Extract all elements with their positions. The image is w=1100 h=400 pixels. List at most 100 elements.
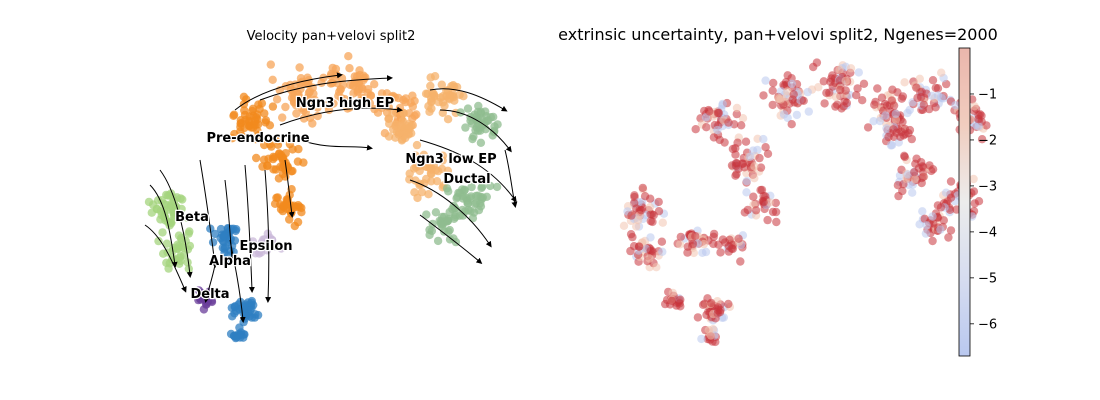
cell-point <box>841 76 850 86</box>
cell-point <box>779 110 789 119</box>
velocity-streamline <box>159 169 193 278</box>
cell-point <box>271 165 281 174</box>
cell-point <box>261 118 270 127</box>
cell-point <box>304 88 314 98</box>
cell-point <box>667 296 677 305</box>
cell-point <box>484 116 493 125</box>
cell-point <box>204 287 214 296</box>
cell-point <box>645 203 655 212</box>
cell-point <box>646 246 655 256</box>
cell-point <box>415 166 424 176</box>
cell-point <box>658 247 667 256</box>
cell-point <box>390 93 400 102</box>
colorbar-tick-label: −3 <box>978 179 997 194</box>
cluster-label-pre-endocrine: Pre-endocrine <box>206 131 309 146</box>
cell-point <box>977 135 987 144</box>
cell-point <box>630 191 639 200</box>
cell-point <box>251 134 261 144</box>
cell-point <box>239 92 249 102</box>
cell-point <box>476 202 486 211</box>
cell-point <box>265 140 275 149</box>
cell-point <box>888 85 897 94</box>
cell-point <box>749 192 758 201</box>
cell-point <box>486 181 495 191</box>
cell-point <box>787 79 797 89</box>
cell-point <box>772 217 781 227</box>
cell-point <box>244 117 254 127</box>
cell-point <box>248 106 257 116</box>
cell-point <box>756 163 766 172</box>
cell-point <box>724 118 733 127</box>
velocity-panel-title: Velocity pan+velovi split2 <box>247 29 416 44</box>
cell-point <box>728 144 738 154</box>
cell-point <box>759 198 768 207</box>
cell-point <box>476 107 485 117</box>
cell-point <box>922 221 931 230</box>
cell-point <box>742 176 751 186</box>
cell-point <box>268 75 277 85</box>
cell-point <box>859 79 869 89</box>
cluster-label-ngn3-low-ep: Ngn3 low EP <box>405 152 496 167</box>
cell-point <box>875 116 885 126</box>
cell-point <box>755 153 764 163</box>
cell-point <box>445 235 455 244</box>
cell-point <box>668 288 677 298</box>
cell-point <box>637 206 646 215</box>
velocity-streamlines <box>144 72 518 323</box>
cell-point <box>370 80 379 89</box>
cell-point <box>658 218 667 227</box>
cell-point <box>898 92 908 101</box>
cell-point <box>382 89 392 98</box>
cell-point <box>775 94 784 104</box>
cell-point <box>169 243 178 253</box>
cell-point <box>789 90 798 99</box>
cell-point <box>343 104 352 113</box>
velocity-streamline <box>234 72 343 111</box>
cell-point <box>431 208 441 217</box>
cell-point <box>732 103 742 113</box>
right-cell-points <box>619 58 991 347</box>
cell-point <box>161 213 170 222</box>
cell-point <box>769 78 778 88</box>
cell-point <box>852 91 861 100</box>
colorbar-tick-label: −1 <box>978 87 997 102</box>
cell-point <box>826 77 835 87</box>
cell-point <box>675 240 685 249</box>
cell-point <box>427 97 436 107</box>
cell-point <box>281 102 290 112</box>
cell-point <box>292 109 301 118</box>
velocity-streamline <box>229 239 246 323</box>
cell-point <box>951 101 960 110</box>
cell-point <box>891 109 900 119</box>
cell-point <box>300 98 310 108</box>
cell-point <box>676 232 685 242</box>
velocity-streamline <box>279 106 403 126</box>
cell-point <box>243 298 253 307</box>
cell-point <box>974 197 984 206</box>
cell-point <box>422 210 431 219</box>
cell-point <box>716 248 725 257</box>
cell-point <box>831 92 841 102</box>
velocity-streamline <box>299 139 373 151</box>
cell-point <box>281 149 290 158</box>
cell-point <box>919 100 929 110</box>
cell-point <box>425 157 434 167</box>
cell-point <box>900 151 909 160</box>
cell-point <box>944 233 953 242</box>
cell-point <box>313 103 322 112</box>
cell-point <box>412 110 421 119</box>
cell-point <box>437 80 446 89</box>
cell-point <box>676 302 685 311</box>
cell-point <box>928 76 938 85</box>
cell-point <box>970 102 979 111</box>
cell-point <box>703 294 712 303</box>
velocity-streamline <box>284 159 295 218</box>
cell-point <box>370 104 379 114</box>
cell-point <box>927 91 937 101</box>
cell-point <box>628 232 637 242</box>
cell-point <box>240 106 249 115</box>
cell-point <box>688 239 698 249</box>
cell-point <box>426 81 435 91</box>
cell-point <box>365 99 375 108</box>
velocity-streamline <box>504 149 518 208</box>
